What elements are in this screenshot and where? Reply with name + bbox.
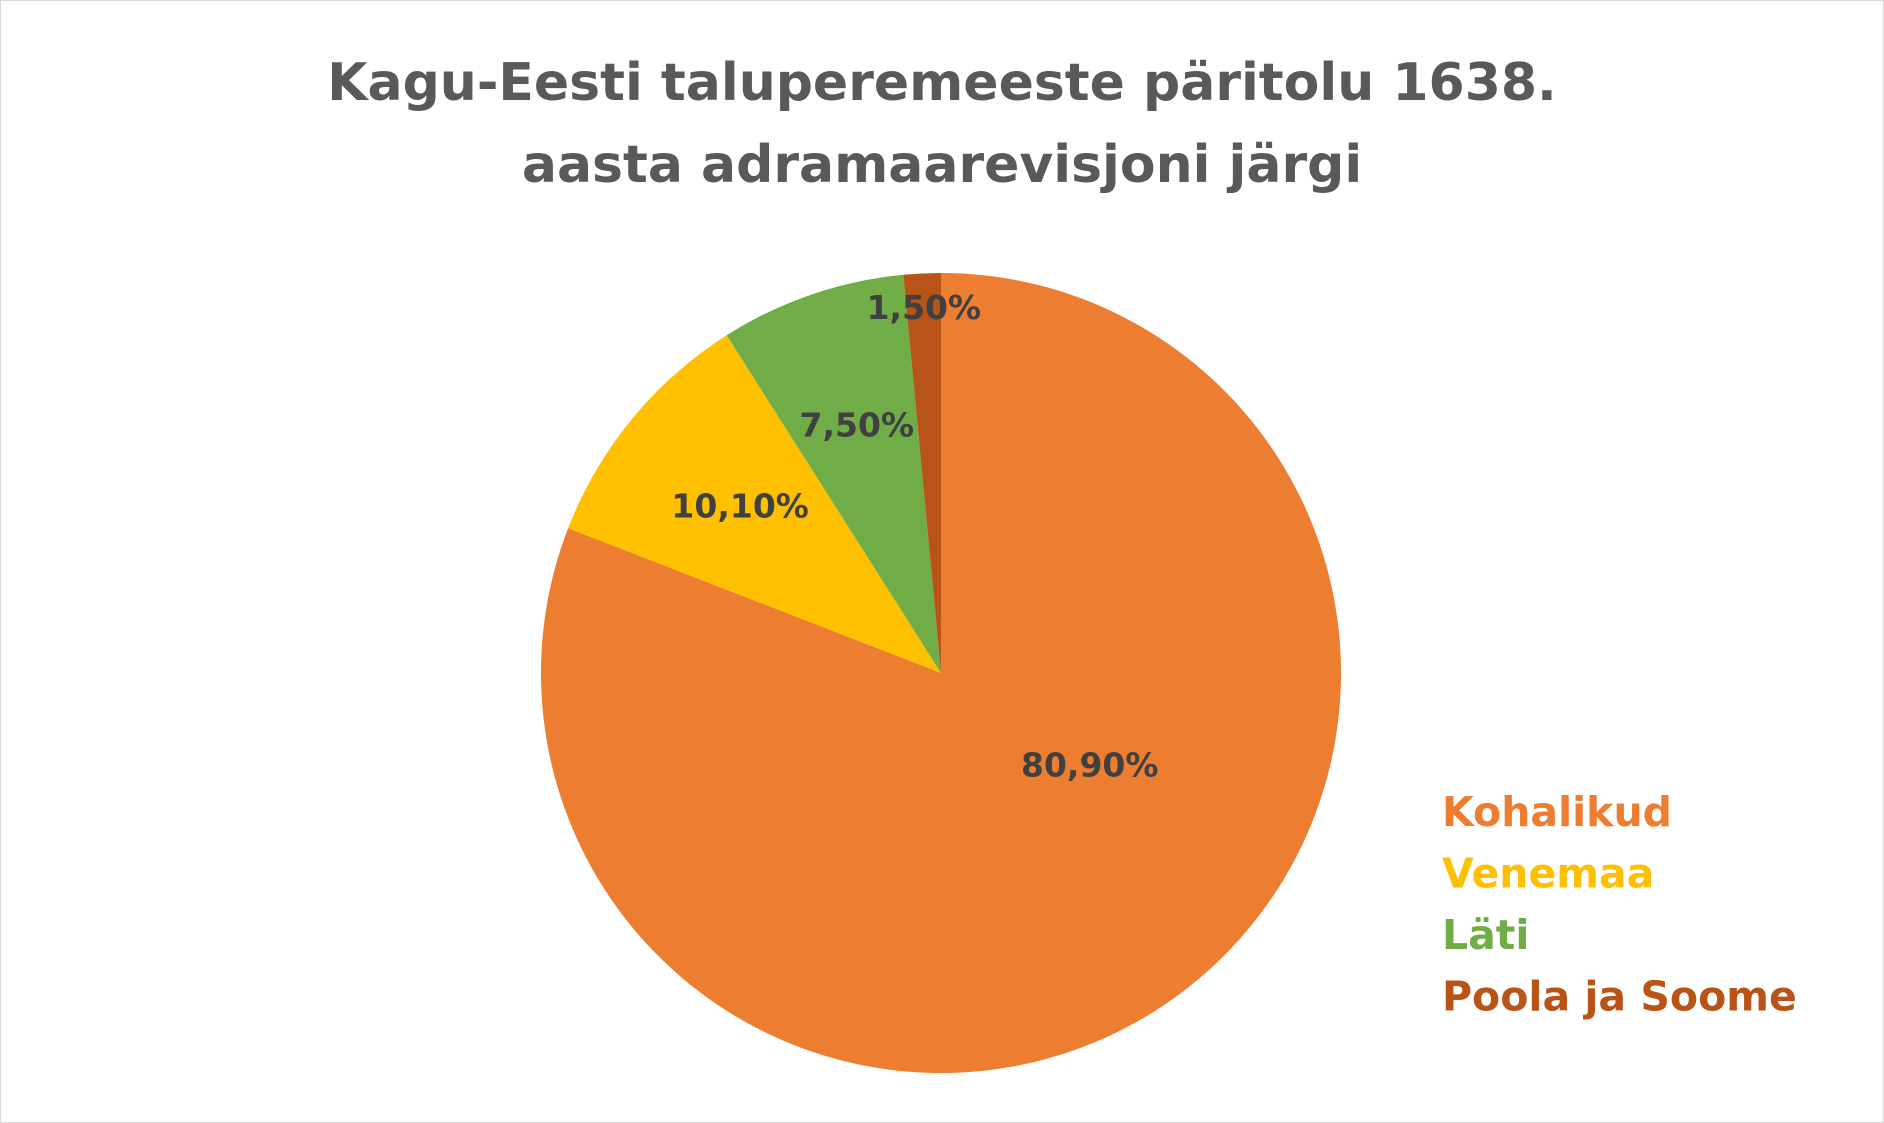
- data-label: 1,50%: [867, 288, 982, 327]
- data-label: 80,90%: [1021, 746, 1158, 785]
- pie-slice: [568, 335, 941, 673]
- legend-entry: Venemaa: [1442, 850, 1654, 898]
- pie-slice: [726, 274, 941, 673]
- legend-entry: Kohalikud: [1442, 788, 1672, 836]
- pie-slice: [540, 273, 1341, 1073]
- legend-entry: Poola ja Soome: [1442, 973, 1797, 1021]
- data-label: 7,50%: [800, 406, 915, 445]
- chart-title: Kagu-Eesti taluperemeeste päritolu 1638.…: [327, 53, 1557, 195]
- data-label: 10,10%: [671, 486, 808, 525]
- legend-entry: Läti: [1442, 911, 1529, 959]
- pie-slice: [903, 273, 941, 673]
